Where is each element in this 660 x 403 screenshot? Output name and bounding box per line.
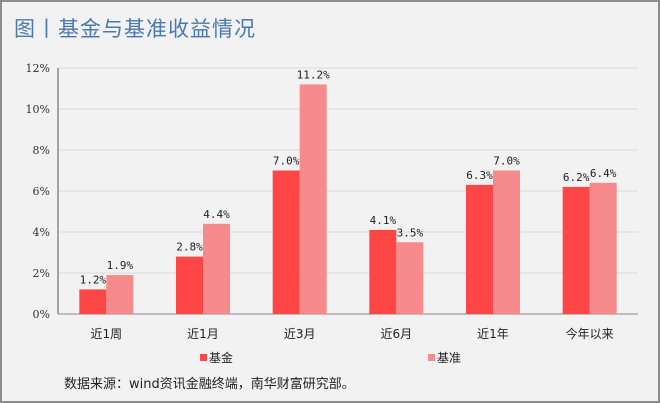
y-tick-label: 4% <box>33 226 50 239</box>
data-label: 4.1% <box>370 214 397 227</box>
bar-基准 <box>396 242 424 314</box>
y-tick-label: 2% <box>33 267 50 280</box>
x-tick-label: 近1周 <box>91 327 123 341</box>
x-tick-label: 近3月 <box>284 327 316 341</box>
bar-基金 <box>562 186 590 314</box>
bar-基准 <box>299 84 327 315</box>
data-label: 1.2% <box>80 273 107 286</box>
bar-基准 <box>106 275 134 314</box>
bar-基金 <box>272 170 300 314</box>
bar-基金 <box>176 256 203 314</box>
x-tick-label: 今年以来 <box>566 326 614 341</box>
source-note: 数据来源：wind资讯金融终端，南华财富研究部。 <box>64 377 355 392</box>
data-label: 6.2% <box>563 171 590 184</box>
data-label: 11.2% <box>297 68 330 81</box>
legend-label: 基准 <box>437 351 461 365</box>
bar-基金 <box>466 184 493 314</box>
data-label: 6.3% <box>466 169 493 182</box>
data-label: 4.4% <box>203 208 230 221</box>
legend-swatch <box>200 354 207 361</box>
y-tick-label: 10% <box>26 103 50 116</box>
legend-label: 基金 <box>209 350 233 365</box>
data-label: 1.9% <box>107 259 134 272</box>
bar-基准 <box>493 170 520 314</box>
x-tick-label: 近1年 <box>477 327 509 341</box>
data-label: 7.0% <box>273 155 300 168</box>
y-tick-label: 6% <box>33 185 50 198</box>
bar-基金 <box>79 289 107 314</box>
chart-title: 图丨基金与基准收益情况 <box>14 17 256 41</box>
data-label: 7.0% <box>493 155 520 168</box>
bar-基准 <box>589 182 617 314</box>
data-label: 2.8% <box>176 241 203 254</box>
y-tick-label: 12% <box>26 62 50 75</box>
bar-基金 <box>369 229 397 314</box>
x-tick-label: 近6月 <box>381 327 413 341</box>
y-tick-label: 0% <box>33 308 50 321</box>
data-label: 6.4% <box>590 167 617 180</box>
data-label: 3.5% <box>397 226 424 239</box>
legend-swatch <box>428 354 435 361</box>
x-tick-label: 近1月 <box>187 327 219 341</box>
y-tick-label: 8% <box>33 144 50 157</box>
bar-基准 <box>203 223 230 314</box>
